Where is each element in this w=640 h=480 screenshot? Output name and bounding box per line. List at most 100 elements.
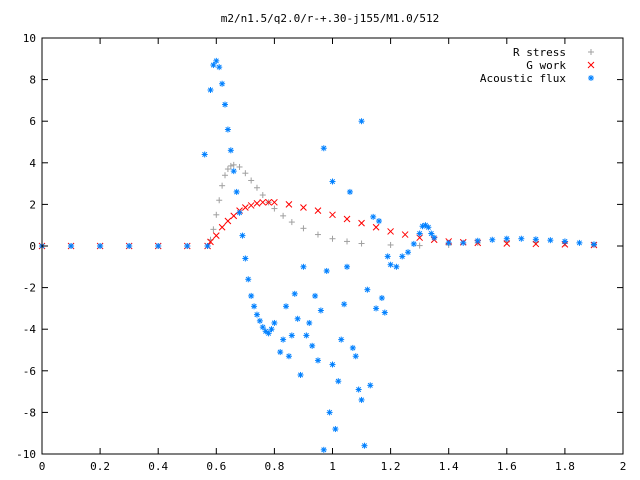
data-point [227,162,234,169]
legend-marker [588,75,594,81]
data-point [184,243,191,249]
data-point [248,177,255,184]
data-point [216,197,223,204]
data-point [329,361,336,368]
y-tick-label: 10 [23,32,36,45]
data-point [326,409,333,416]
data-point [224,166,231,173]
data-point [253,184,260,191]
data-point [329,235,336,242]
data-point [236,209,243,216]
series-2 [39,57,597,453]
data-point [233,188,240,195]
data-point [341,301,348,308]
data-point [216,64,223,71]
data-point [358,219,365,227]
data-point [344,263,351,270]
x-tick-label: 2 [620,460,627,473]
data-point [155,243,162,249]
data-point [314,207,322,214]
x-tick-label: 0.4 [148,460,168,473]
data-point [222,101,229,108]
data-point [213,57,220,64]
data-point [97,243,104,249]
x-tick-label: 1.4 [439,460,459,473]
data-point [210,62,217,69]
data-point [352,353,359,360]
data-point [227,147,234,154]
data-point [253,311,260,318]
data-point [207,87,214,93]
data-point [230,161,237,168]
data-point [532,236,539,243]
data-point [259,198,267,206]
data-point [410,240,417,247]
data-point [338,336,345,343]
data-point [460,239,467,246]
data-point [280,212,287,219]
data-point [314,231,321,238]
y-tick-label: 6 [29,115,36,128]
data-point [210,226,217,233]
data-point [372,223,380,231]
chart-title: m2/n1.5/q2.0/r-+.30-j155/M1.0/512 [221,12,440,25]
axes: 0 0.2 0.4 0.6 0.8 1 1.2 1.4 1.6 1.8 2 10 8 6 4 2 0 -2 -4 -6… [16,32,626,473]
legend-label: Acoustic flux [480,72,566,85]
x-tick-label: 1.2 [381,460,401,473]
data-point [323,267,330,274]
data-point [503,235,510,242]
data-point [518,235,525,242]
data-point [425,224,432,231]
data-point [358,118,365,125]
data-point [300,225,307,232]
data-point [256,317,263,324]
x-tick-label: 0 [39,460,46,473]
data-point [271,319,278,326]
y-tick-label: 4 [29,157,36,170]
data-point [248,292,255,299]
y-tick-label: -4 [23,323,37,336]
data-point [224,126,231,133]
y-tick-label: 0 [29,240,36,253]
data-point [590,241,597,248]
legend-marker [587,61,595,69]
data-point [344,238,351,245]
x-tick-label: 0.6 [206,460,226,473]
x-tick-label: 1.6 [497,460,517,473]
y-tick-label: 2 [29,198,36,211]
data-point [300,204,307,211]
data-point [384,253,391,260]
data-point [268,326,275,333]
data-point [358,396,365,403]
data-point [285,201,293,208]
data-point [381,309,388,316]
data-point [230,212,238,220]
x-tick-label: 1.8 [555,460,575,473]
data-point [547,237,554,244]
data-point [207,238,214,246]
data-point [309,342,316,349]
data-point [251,303,258,310]
data-point [405,249,412,256]
x-tick-label: 1 [329,460,336,473]
data-point [312,292,319,299]
data-point [219,80,226,87]
data-point [329,211,336,219]
y-tick-label: -2 [23,282,36,295]
data-point [306,319,313,326]
data-point [126,243,133,249]
data-point [358,240,365,247]
data-point [399,253,406,260]
data-point [361,442,368,449]
data-point [253,200,261,207]
data-point [242,255,249,262]
legend-label: R stress [513,46,566,59]
data-point [230,168,237,175]
data-point [241,204,249,211]
data-point [204,243,211,249]
data-point [297,371,304,378]
data-point [291,290,298,297]
data-point [367,382,374,389]
